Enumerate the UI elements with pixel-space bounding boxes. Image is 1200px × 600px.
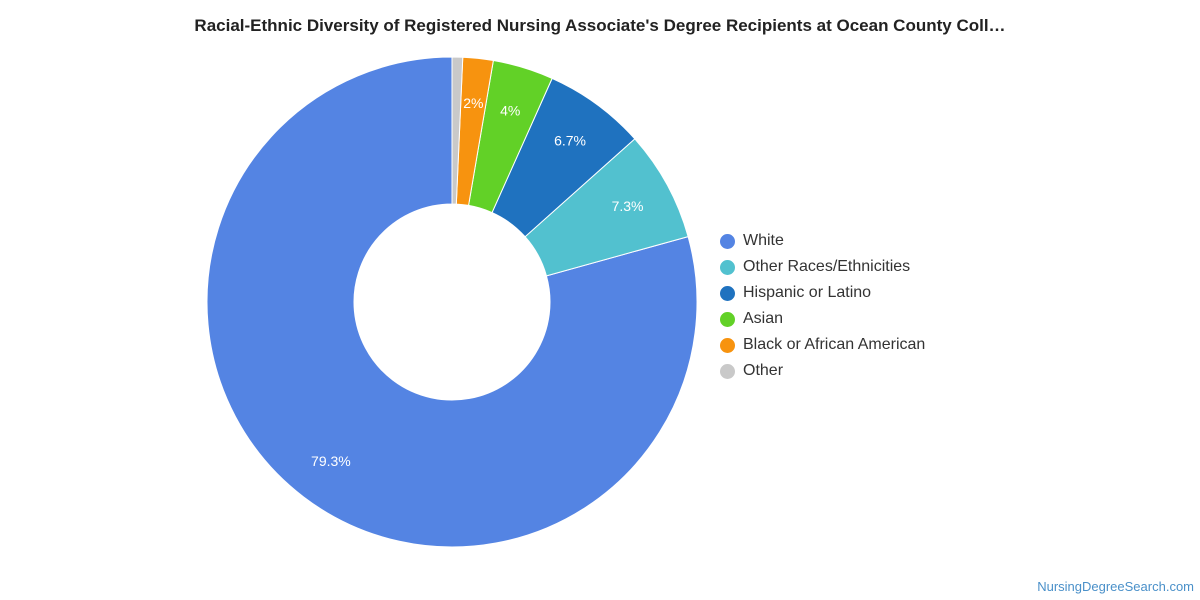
legend-item[interactable]: White — [720, 228, 925, 254]
slice-value-label: 79.3% — [311, 453, 351, 469]
legend-swatch — [720, 233, 735, 249]
slice-value-label: 2% — [463, 95, 483, 111]
legend-swatch — [720, 285, 735, 301]
legend-item[interactable]: Other — [720, 358, 925, 384]
chart-legend: White Other Races/Ethnicities Hispanic or … — [720, 228, 925, 384]
legend-swatch — [720, 363, 735, 379]
legend-label: Black or African American — [743, 336, 926, 353]
slice-black-or-african-american[interactable] — [455, 56, 494, 206]
legend-item[interactable]: Asian — [720, 306, 925, 332]
legend-label: Other Races/Ethnicities — [743, 258, 911, 275]
slice-asian[interactable] — [467, 59, 553, 214]
legend-swatch — [720, 311, 735, 327]
slice-value-label: 4% — [500, 103, 520, 119]
source-credit[interactable]: NursingDegreeSearch.com — [1037, 579, 1194, 594]
legend-label: White — [743, 232, 784, 249]
slice-value-label: 6.7% — [554, 133, 586, 149]
legend-item[interactable]: Hispanic or Latino — [720, 280, 925, 306]
legend-label: Other — [743, 362, 784, 379]
legend-label: Asian — [743, 310, 784, 327]
slice-hispanic-or-latino[interactable] — [491, 77, 636, 238]
legend-label: Hispanic or Latino — [743, 284, 872, 301]
legend-swatch — [720, 337, 735, 353]
slice-value-label: 7.3% — [612, 198, 644, 214]
slice-other-races-ethnicities[interactable] — [524, 138, 689, 277]
legend-item[interactable]: Other Races/Ethnicities — [720, 254, 925, 280]
slice-other[interactable] — [451, 56, 464, 205]
legend-item[interactable]: Black or African American — [720, 332, 925, 358]
legend-swatch — [720, 259, 735, 275]
chart-title: Racial-Ethnic Diversity of Registered Nu… — [194, 16, 1006, 35]
slice-white[interactable] — [206, 56, 698, 548]
